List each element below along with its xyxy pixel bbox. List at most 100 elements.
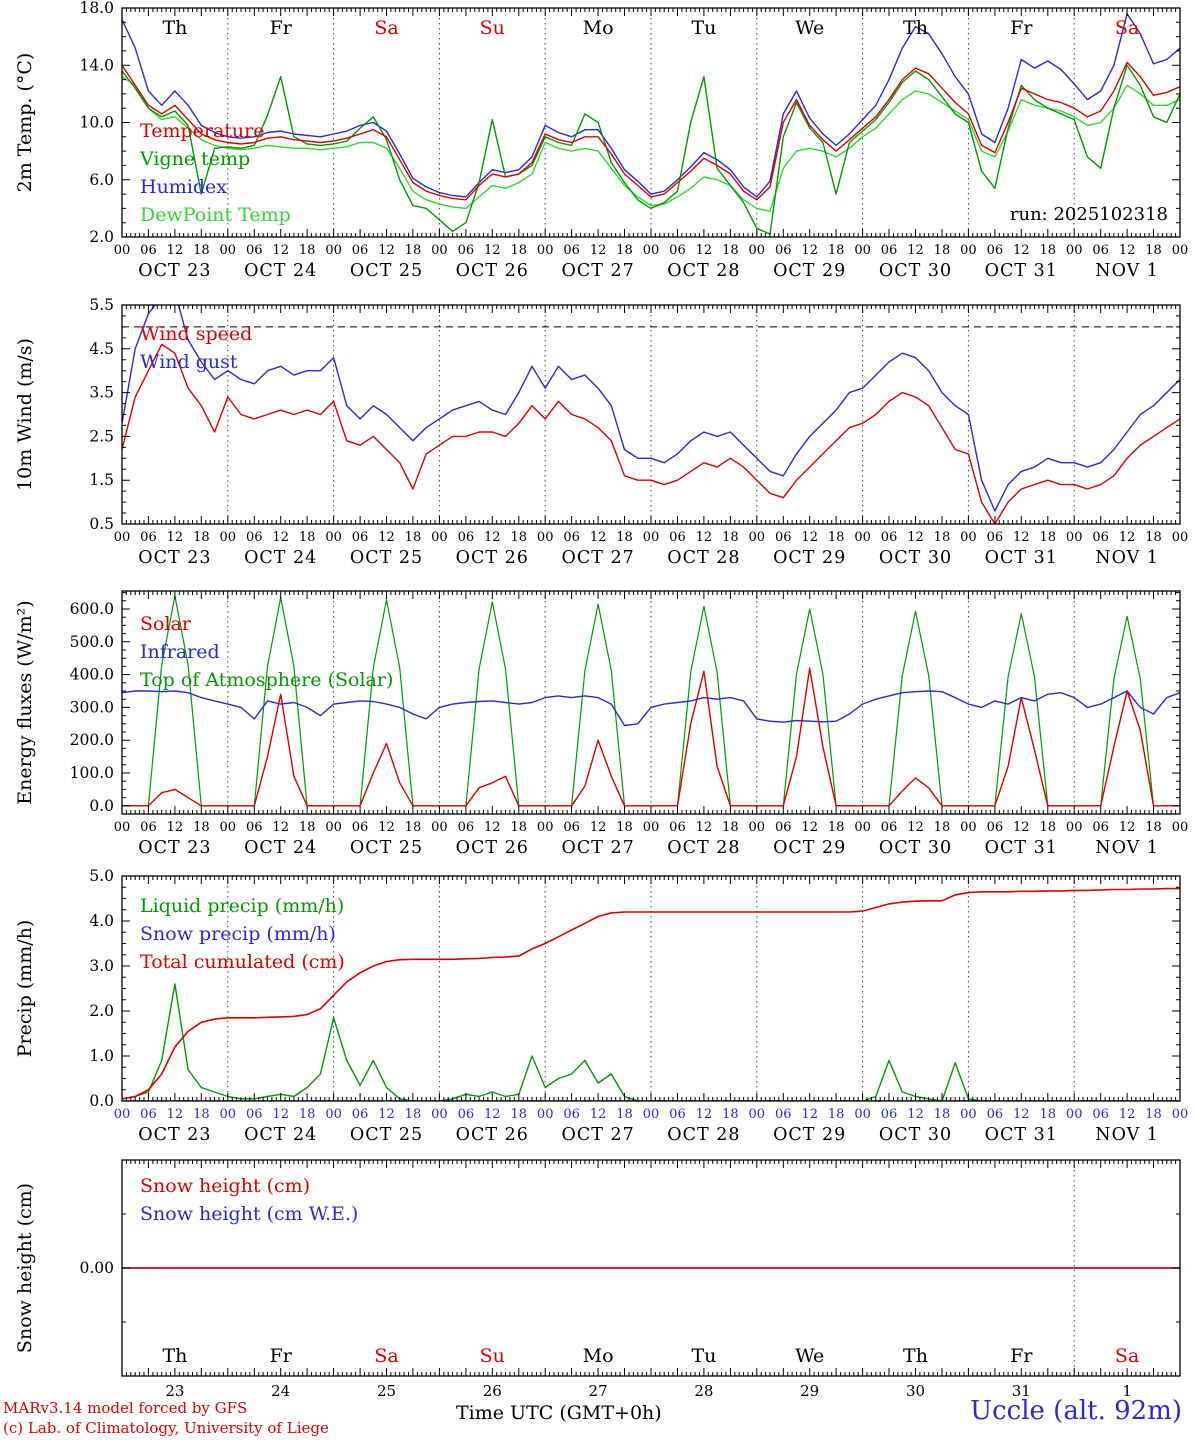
run-label: run: 2025102318 <box>1009 204 1168 225</box>
energy-hour-label: 18 <box>299 820 316 835</box>
wind-hour-label: 18 <box>828 530 845 545</box>
precip-date-label: OCT 26 <box>456 1125 529 1145</box>
energy-hour-label: 18 <box>405 820 422 835</box>
precip-hour-label: 06 <box>775 1107 792 1122</box>
temp-date-label: OCT 26 <box>456 261 529 281</box>
energy-hour-label: 06 <box>881 820 898 835</box>
precip-hour-label: 18 <box>616 1107 633 1122</box>
energy-hour-label: 06 <box>669 820 686 835</box>
precip-hour-label: 06 <box>563 1107 580 1122</box>
energy-panel: 0.0 100.0 200.0 300.0 400.0 500.0 600.0 00 06 12 1… <box>70 590 1188 858</box>
wind-date-label: OCT 31 <box>985 548 1058 568</box>
energy-hour-label: 18 <box>616 820 633 835</box>
temp-date-label: OCT 23 <box>138 261 211 281</box>
energy-hour-label: 06 <box>140 820 157 835</box>
energy-hour-label: 12 <box>801 820 818 835</box>
y-axis-title-precip: Precip (mm/h) <box>14 919 36 1058</box>
temp-series-dewpoint-temp <box>122 76 1180 212</box>
wind-panel: 0.5 1.5 2.5 3.5 4.5 5.5 00 06 12 18 00 06 12 18 00 06 12… <box>89 296 1189 568</box>
energy-hour-label: 12 <box>1013 820 1030 835</box>
temp-dow-label: Mo <box>583 17 614 39</box>
energy-series-infrared <box>122 690 1180 727</box>
temp-hour-label: 12 <box>484 243 501 258</box>
wind-hour-label: 06 <box>775 530 792 545</box>
temp-hour-label: 18 <box>722 243 739 258</box>
wind-hour-label: 00 <box>114 530 131 545</box>
precip-series-liquid-precip <box>122 983 1180 1101</box>
precip-hour-label: 06 <box>669 1107 686 1122</box>
energy-date-label: OCT 23 <box>138 838 211 858</box>
temp-hour-label: 18 <box>934 243 951 258</box>
energy-hour-label: 06 <box>458 820 475 835</box>
energy-hour-label: 00 <box>960 820 977 835</box>
energy-hour-label: 12 <box>1119 820 1136 835</box>
wind-series-wind-gust <box>122 305 1180 512</box>
wind-hour-label: 06 <box>458 530 475 545</box>
wind-hour-label: 12 <box>590 530 607 545</box>
wind-hour-label: 00 <box>220 530 237 545</box>
precip-date-label: OCT 29 <box>773 1125 846 1145</box>
temp-hour-label: 12 <box>272 243 289 258</box>
precip-date-label: OCT 31 <box>985 1125 1058 1145</box>
energy-hour-label: 00 <box>1066 820 1083 835</box>
energy-ytick-label: 400.0 <box>70 666 114 684</box>
snow-panel: 0.00 Th Fr Sa Su Mo Tu We Th Fr Sa 23 24 25 26 27 28 29 30… <box>79 1159 1181 1400</box>
precip-ytick-label: 5.0 <box>89 867 114 885</box>
energy-date-label: OCT 26 <box>456 838 529 858</box>
precip-hour-label: 12 <box>167 1107 184 1122</box>
energy-hour-label: 12 <box>272 820 289 835</box>
snow-daynum-label: 26 <box>483 1382 502 1400</box>
energy-legend-solar: Solar <box>140 613 192 635</box>
energy-hour-label: 18 <box>193 820 210 835</box>
wind-hour-label: 18 <box>1145 530 1162 545</box>
wind-hour-label: 06 <box>352 530 369 545</box>
temp-hour-label: 18 <box>1039 243 1056 258</box>
energy-ytick-label: 0.0 <box>89 797 114 815</box>
precip-legend-total-cumulated-cm: Total cumulated (cm) <box>140 951 345 973</box>
wind-hour-label: 18 <box>405 530 422 545</box>
energy-hour-label: 12 <box>907 820 924 835</box>
snow-legend-snow-height-cm-w-e: Snow height (cm W.E.) <box>140 1203 358 1225</box>
snow-daynum-label: 29 <box>800 1382 819 1400</box>
wind-hour-label: 06 <box>246 530 263 545</box>
precip-hour-label: 00 <box>325 1107 342 1122</box>
snow-dow-label: Tu <box>691 1345 716 1367</box>
wind-date-label: OCT 25 <box>350 548 423 568</box>
wind-hour-label: 12 <box>907 530 924 545</box>
wind-date-label: OCT 26 <box>456 548 529 568</box>
energy-hour-label: 12 <box>378 820 395 835</box>
wind-hour-label: 06 <box>881 530 898 545</box>
wind-series-wind-speed <box>122 343 1180 524</box>
wind-hour-label: 12 <box>378 530 395 545</box>
footer-time-label: Time UTC (GMT+0h) <box>456 1402 662 1424</box>
wind-date-label: OCT 29 <box>773 548 846 568</box>
precip-ytick-label: 2.0 <box>89 1002 114 1020</box>
precip-date-label: OCT 27 <box>561 1125 634 1145</box>
wind-hour-label: 00 <box>1172 530 1189 545</box>
energy-hour-label: 00 <box>854 820 871 835</box>
temp-legend-vigne-temp: Vigne temp <box>139 148 250 170</box>
wind-hour-label: 12 <box>272 530 289 545</box>
precip-hour-label: 18 <box>828 1107 845 1122</box>
wind-hour-label: 00 <box>643 530 660 545</box>
precip-hour-label: 12 <box>1119 1107 1136 1122</box>
wind-ytick-label: 0.5 <box>89 515 114 533</box>
temp-hour-label: 06 <box>140 243 157 258</box>
energy-hour-label: 12 <box>167 820 184 835</box>
precip-legend-liquid-precip-mm-h: Liquid precip (mm/h) <box>140 895 344 917</box>
temp-hour-label: 00 <box>114 243 131 258</box>
temp-hour-label: 00 <box>643 243 660 258</box>
energy-hour-label: 00 <box>431 820 448 835</box>
energy-hour-label: 18 <box>722 820 739 835</box>
y-axis-title-snow: Snow height (cm) <box>14 1182 36 1354</box>
energy-hour-label: 18 <box>1145 820 1162 835</box>
energy-date-label: OCT 31 <box>985 838 1058 858</box>
temp-hour-label: 00 <box>960 243 977 258</box>
temp-date-label: OCT 27 <box>561 261 634 281</box>
temp-hour-label: 18 <box>1145 243 1162 258</box>
snow-daynum-label: 25 <box>377 1382 396 1400</box>
wind-hour-label: 12 <box>167 530 184 545</box>
y-axis-title-temp: 2m Temp. (°C) <box>14 52 36 193</box>
wind-ytick-label: 2.5 <box>89 427 114 445</box>
